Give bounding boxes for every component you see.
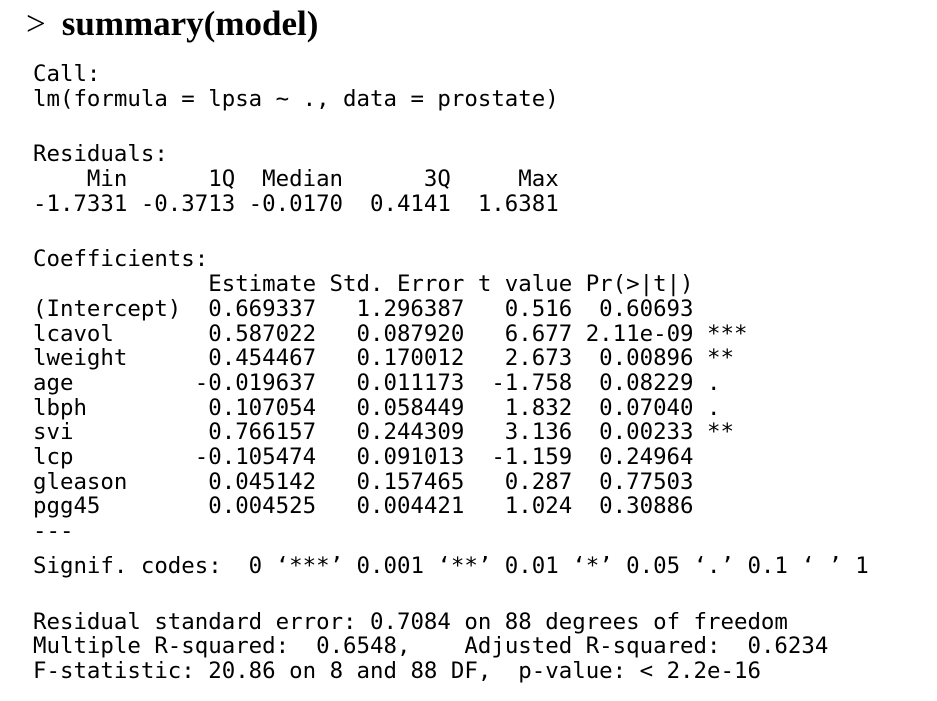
term: lcavol [33,320,114,347]
command: summary(model) [61,4,319,43]
coef-value: 0.00896 [599,345,694,372]
coef-value: 0.091013 [356,443,465,470]
coef-value: 0.004421 [356,493,465,520]
residual-value: -0.3713 [140,190,236,217]
residual-value: 1.6381 [477,190,559,217]
coef-value: 0.011173 [356,369,465,396]
coef-row: lweight 0.454467 0.170012 2.673 0.00896 ** [33,346,869,371]
signif-codes: Signif. codes: 0 ‘***’ 0.001 ‘**’ 0.01 ‘… [33,553,869,579]
coef-value: 1.024 [504,493,573,520]
signif-stars: *** [707,320,748,347]
coef-value: 0.058449 [356,394,465,421]
coef-value: 0.454467 [208,345,317,372]
residual-values: -1.7331 -0.3713 -0.0170 0.4141 1.6381 [33,192,869,217]
coef-row: pgg45 0.004525 0.004421 1.024 0.30886 [33,494,869,519]
coef-value: 0.24964 [599,443,694,470]
column-header: 3Q [423,166,451,193]
column-header: Max [518,166,559,193]
coef-value: 0.004525 [208,493,317,520]
coef-header: Estimate Std. Error t value Pr(>|t|) [33,272,869,297]
coef-value: 0.287 [504,468,573,495]
coef-value: 6.677 [504,320,573,347]
coef-value: 0.60693 [599,295,694,322]
coef-value: 0.244309 [356,419,465,446]
column-header: Estimate [208,271,317,298]
coef-value: 0.587022 [208,320,317,347]
coef-value: 0.157465 [356,468,465,495]
coef-row: lbph 0.107054 0.058449 1.832 0.07040. [33,394,869,421]
coef-value: 1.832 [504,394,573,421]
column-header: Min [86,166,128,193]
coef-value: 0.087920 [356,320,465,347]
coef-value: -1.758 [491,369,573,396]
residual-value: -1.7331 [32,190,128,217]
coef-value: 0.516 [504,295,573,322]
residual-value: -0.0170 [248,190,344,217]
coef-value: 0.669337 [208,295,317,322]
section-label: Residuals: [33,141,168,168]
prompt: > [26,4,46,43]
term: lcp [33,443,74,470]
coef-row: age -0.019637 0.011173 -1.758 0.08229. [33,371,869,396]
term: svi [33,419,74,446]
command-line: > summary(model) [26,4,318,44]
coef-value: -0.105474 [194,443,317,470]
signif-stars: . [707,369,721,396]
coef-row: lcavol 0.587022 0.087920 6.677 2.11e-09 *** [33,320,869,347]
signif-stars: . [707,394,721,421]
term: pgg45 [33,493,101,520]
term: lweight [33,345,128,372]
term: gleason [33,468,128,495]
coef-row: (Intercept) 0.669337 1.296387 0.516 0.60693 [33,297,869,322]
column-header: Std. Error [329,271,465,298]
output: Call: lm(formula = lpsa ~ ., data = prost… [33,62,869,684]
coef-value: -1.159 [491,443,573,470]
coef-value: 0.045142 [208,468,317,495]
residual-header: Min 1Q Median 3Q Max [33,167,869,192]
section-label: Coefficients: [33,246,209,273]
term: lbph [33,394,87,421]
call-label: Call: [33,61,101,87]
coef-value: 0.08229 [599,369,694,396]
coef-row: gleason 0.045142 0.157465 0.287 0.77503 [33,468,869,495]
column-header: t value [477,271,573,298]
coef-value: 1.296387 [356,295,465,322]
summary-line: Residual standard error: 0.7084 on 88 de… [33,608,788,635]
separator: --- [33,518,74,544]
summary-line: F-statistic: 20.86 on 8 and 88 DF, p-val… [33,658,761,685]
coef-value: 0.107054 [208,394,317,421]
column-header: Median [262,166,344,193]
term: age [33,369,74,396]
coef-row: lcp -0.105474 0.091013 -1.159 0.24964 [33,445,869,470]
coef-value: 0.00233 [599,419,694,446]
coef-value: 0.170012 [356,345,465,372]
signif-stars: ** [707,345,734,372]
coef-row: svi 0.766157 0.244309 3.136 0.00233 ** [33,420,869,445]
term: (Intercept) [33,295,182,322]
summary-line: Multiple R-squared: 0.6548, Adjusted R-s… [33,633,829,660]
coef-value: -0.019637 [194,369,317,396]
column-header: Pr(>|t|) [585,271,694,298]
call-formula: lm(formula = lpsa ~ ., data = prostate) [33,85,559,112]
coef-value: 0.766157 [208,419,317,446]
signif-stars: ** [707,419,734,446]
coef-value: 0.07040 [599,394,694,421]
coef-value: 0.30886 [599,493,694,520]
column-header: 1Q [208,166,236,193]
coef-value: 3.136 [504,419,573,446]
coef-value: 2.11e-09 [585,320,694,347]
coef-value: 0.77503 [599,468,694,495]
residual-value: 0.4141 [369,190,451,217]
coef-value: 2.673 [504,345,573,372]
